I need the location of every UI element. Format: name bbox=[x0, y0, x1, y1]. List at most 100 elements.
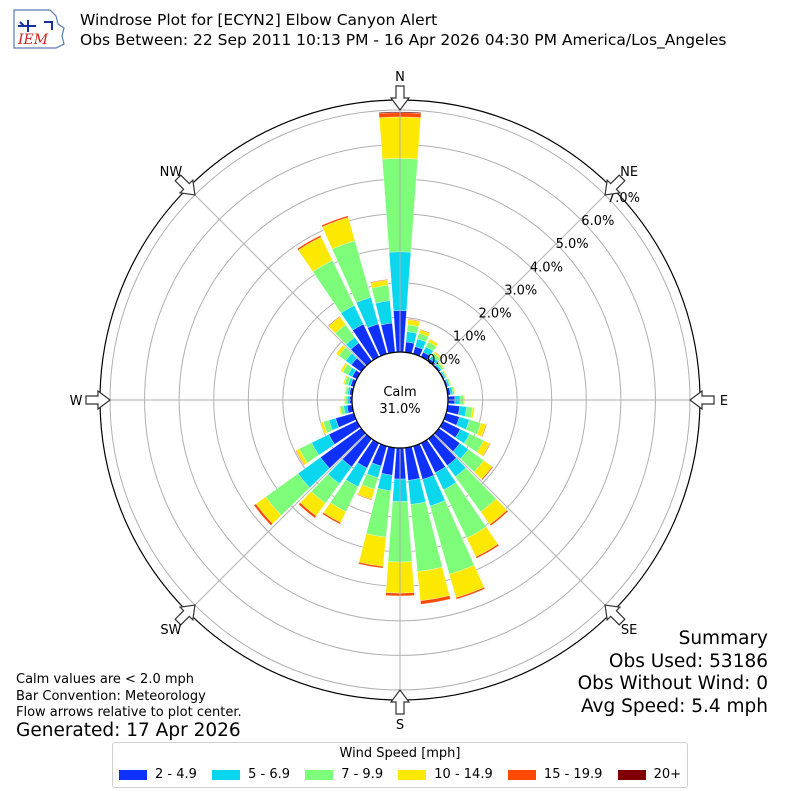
bar-310-bin-3 bbox=[335, 344, 346, 356]
title-line-1: Windrose Plot for [ECYN2] Elbow Canyon A… bbox=[80, 11, 438, 29]
radial-tick-label-6: 6.0% bbox=[581, 214, 614, 229]
bar-170-bin-1 bbox=[408, 478, 426, 505]
radial-tick-label-4: 4.0% bbox=[530, 260, 563, 275]
title-line-2: Obs Between: 22 Sep 2011 10:13 PM - 16 A… bbox=[80, 31, 727, 49]
bar-350-bin-2 bbox=[371, 285, 391, 304]
summary-panel: Summary Obs Used: 53186 Obs Without Wind… bbox=[578, 628, 768, 718]
bar-130-bin-4 bbox=[481, 466, 494, 481]
radial-tick-label-7: 7.0% bbox=[607, 191, 640, 206]
bar-100-bin-0 bbox=[446, 404, 460, 415]
bar-190-bin-4 bbox=[358, 561, 384, 569]
flow-arrow-w bbox=[85, 389, 111, 411]
axis-line-45 bbox=[433, 187, 613, 367]
radial-tick-label-0: 0.0% bbox=[427, 353, 460, 368]
legend-swatch-1 bbox=[212, 769, 241, 780]
bar-10-bin-1 bbox=[405, 331, 418, 344]
summary-heading: Summary bbox=[678, 628, 768, 649]
flow-arrow-ne bbox=[604, 174, 626, 196]
note-calm: Calm values are < 2.0 mph bbox=[16, 672, 195, 687]
bar-340-bin-4 bbox=[321, 215, 349, 228]
bar-60-bin-3 bbox=[442, 370, 448, 378]
flow-arrow-n bbox=[389, 85, 411, 111]
bar-300-bin-3 bbox=[340, 362, 348, 373]
direction-label-sw: SW bbox=[160, 623, 181, 638]
flow-arrow-e bbox=[689, 389, 715, 411]
legend-swatch-0 bbox=[119, 769, 147, 780]
legend-swatch-5 bbox=[617, 769, 646, 780]
bar-290-bin-3 bbox=[342, 375, 348, 385]
legend-label-2: 7 - 9.9 bbox=[341, 767, 384, 782]
flow-arrows bbox=[85, 85, 715, 715]
bar-210-bin-4 bbox=[322, 512, 341, 525]
bar-80-bin-3 bbox=[453, 386, 456, 395]
calm-label: Calm bbox=[383, 385, 416, 400]
legend-swatch-4 bbox=[507, 769, 536, 780]
bar-120-bin-4 bbox=[482, 443, 491, 457]
bar-220-bin-4 bbox=[298, 502, 317, 519]
bar-330-bin-4 bbox=[297, 235, 322, 251]
flow-arrow-se bbox=[604, 604, 626, 626]
direction-label-n: N bbox=[395, 70, 405, 85]
notes-block: Calm values are < 2.0 mph Bar Convention… bbox=[16, 672, 242, 722]
legend-item-2: 7 - 9.9 bbox=[305, 767, 383, 782]
generated-date: Generated: 17 Apr 2026 bbox=[16, 720, 241, 741]
bar-190-bin-3 bbox=[358, 533, 387, 567]
legend-item-5: 20+ bbox=[617, 767, 681, 782]
bar-250-bin-3 bbox=[320, 421, 328, 435]
bar-240-bin-4 bbox=[295, 450, 305, 466]
legend-label-0: 2 - 4.9 bbox=[155, 767, 197, 782]
radial-tick-label-2: 2.0% bbox=[479, 307, 512, 322]
bar-200-bin-4 bbox=[357, 494, 373, 501]
legend-label-1: 5 - 6.9 bbox=[248, 767, 290, 782]
bar-170-bin-4 bbox=[420, 595, 451, 605]
axis-line-225 bbox=[187, 433, 367, 613]
legend-label-5: 20+ bbox=[653, 767, 681, 782]
direction-label-se: SE bbox=[621, 623, 637, 638]
legend-item-0: 2 - 4.9 bbox=[119, 767, 197, 782]
bar-40-bin-4 bbox=[434, 351, 442, 358]
bar-70-bin-3 bbox=[447, 377, 452, 386]
legend-label-3: 10 - 14.9 bbox=[434, 767, 493, 782]
axis-line-315 bbox=[187, 187, 367, 367]
bar-20-bin-4 bbox=[419, 329, 431, 334]
flow-arrow-sw bbox=[174, 604, 196, 626]
direction-label-nw: NW bbox=[160, 165, 183, 180]
bar-10-bin-4 bbox=[408, 318, 421, 322]
angular-axes bbox=[100, 100, 700, 700]
chart-title: Windrose Plot for [ECYN2] Elbow Canyon A… bbox=[80, 10, 727, 50]
direction-labels: N NE E SE S SW W NW bbox=[70, 70, 729, 733]
flow-arrow-nw bbox=[174, 174, 196, 196]
axis-line-135 bbox=[433, 433, 613, 613]
bar-280-bin-3 bbox=[344, 386, 347, 395]
bar-190-bin-1 bbox=[377, 473, 393, 491]
bar-320-bin-4 bbox=[327, 315, 341, 327]
bar-160-bin-4 bbox=[455, 587, 486, 600]
legend-swatch-3 bbox=[398, 769, 427, 780]
bar-100-bin-3 bbox=[470, 407, 475, 419]
note-convention: Bar Convention: Meteorology bbox=[16, 688, 206, 704]
note-flow: Flow arrows relative to plot center. bbox=[16, 705, 242, 720]
bar-30-bin-4 bbox=[429, 338, 439, 345]
bar-10-bin-0 bbox=[404, 341, 415, 354]
legend-items: 2 - 4.9 5 - 6.9 7 - 9.9 10 - 14.9 15 - 19.9 2… bbox=[119, 767, 681, 782]
direction-label-s: S bbox=[396, 718, 404, 733]
bar-260-bin-3 bbox=[339, 405, 342, 416]
bar-50-bin-3 bbox=[438, 361, 445, 369]
radial-tick-label-5: 5.0% bbox=[556, 237, 589, 252]
legend-item-3: 10 - 14.9 bbox=[398, 767, 493, 782]
legend-item-1: 5 - 6.9 bbox=[212, 767, 290, 782]
legend-label-4: 15 - 19.9 bbox=[543, 767, 603, 782]
direction-label-e: E bbox=[720, 394, 728, 409]
summary-avg-speed: Avg Speed: 5.4 mph bbox=[580, 695, 768, 717]
bar-170-bin-3 bbox=[417, 567, 450, 601]
direction-label-w: W bbox=[70, 394, 83, 409]
radial-tick-labels: 0.0% 1.0% 2.0% 3.0% 4.0% 5.0% 6.0% 7.0% bbox=[427, 191, 640, 368]
legend-swatch-2 bbox=[305, 769, 334, 780]
radial-tick-label-1: 1.0% bbox=[453, 330, 486, 345]
summary-obs-without-wind: Obs Without Wind: 0 bbox=[577, 673, 768, 694]
bar-110-bin-4 bbox=[481, 424, 487, 438]
windrose-bars bbox=[253, 111, 509, 605]
bar-350-bin-1 bbox=[375, 300, 393, 326]
bar-150-bin-4 bbox=[475, 543, 500, 559]
